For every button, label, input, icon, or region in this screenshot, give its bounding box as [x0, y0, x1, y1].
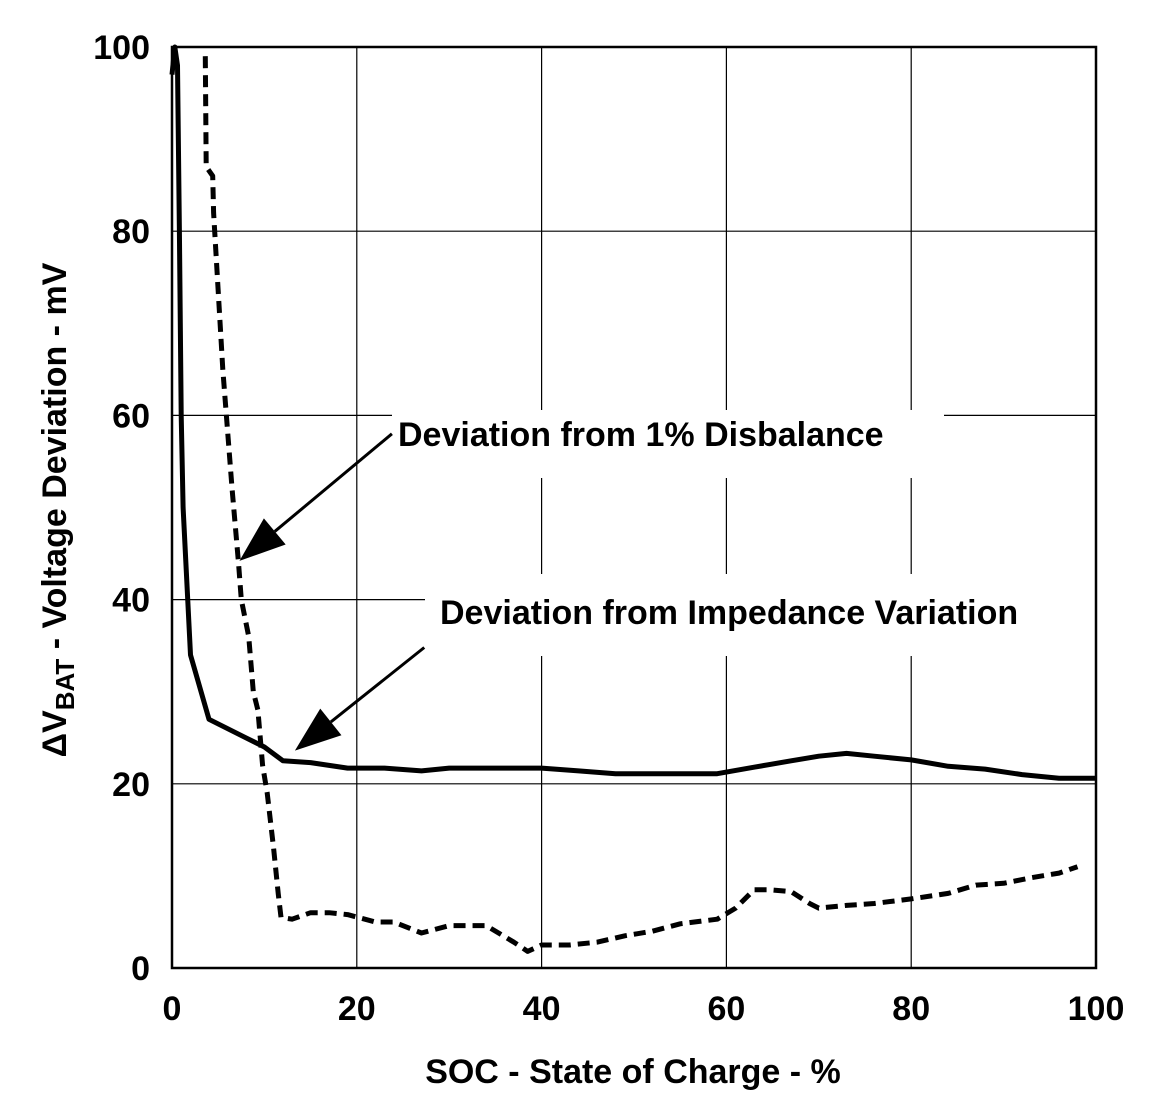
x-tick-label: 40 — [523, 990, 561, 1028]
annotation-background — [392, 410, 944, 478]
annotations-group: Deviation from 1% Disbalance Deviation fr… — [239, 410, 1095, 751]
y-axis-title-subscript: BAT — [50, 659, 80, 711]
x-tick-label: 0 — [163, 990, 182, 1028]
y-axis-title-rest: - Voltage Deviation - mV — [36, 262, 74, 658]
y-tick-label: 100 — [93, 29, 150, 67]
x-axis-ticks: 0 20 40 60 80 100 — [163, 990, 1125, 1028]
y-tick-label: 80 — [112, 213, 150, 251]
x-tick-label: 20 — [338, 990, 376, 1028]
x-tick-label: 100 — [1068, 990, 1125, 1028]
annotation-background — [425, 574, 1095, 656]
annotation-arrow-shaft — [273, 432, 393, 533]
y-axis-title-main: V — [36, 710, 74, 733]
annotation-arrow-shaft — [329, 646, 426, 724]
plot-frame — [170, 45, 1098, 970]
series-group — [169, 44, 1096, 954]
x-axis-title: SOC - State of Charge - % — [425, 1053, 841, 1091]
y-tick-label: 40 — [112, 582, 150, 620]
y-tick-label: 0 — [131, 950, 150, 988]
y-axis-ticks: 0 20 40 60 80 100 — [93, 29, 150, 988]
y-axis-title-delta: Δ — [36, 733, 74, 757]
y-axis-title: ΔVBAT - Voltage Deviation - mV — [36, 262, 80, 757]
annotation-label: Deviation from Impedance Variation — [440, 594, 1018, 632]
annotation-label: Deviation from 1% Disbalance — [398, 416, 884, 454]
x-tick-label: 80 — [892, 990, 930, 1028]
series-line-solid — [169, 44, 1096, 781]
annotation-arrowhead — [294, 708, 342, 751]
annotation-arrowhead — [239, 518, 286, 561]
y-tick-label: 20 — [112, 766, 150, 804]
y-tick-label: 60 — [112, 397, 150, 435]
series-line-dashed — [202, 56, 1079, 954]
x-tick-label: 60 — [707, 990, 745, 1028]
